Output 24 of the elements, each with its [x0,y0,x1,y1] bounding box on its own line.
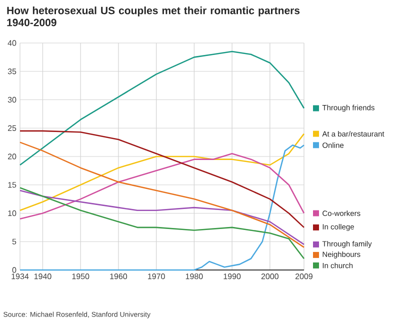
x-tick-label: 1990 [224,274,241,280]
y-tick-label: 40 [8,40,16,46]
chart-title: How heterosexual US couples met their romantic partners 1940-2009 [7,6,300,26]
y-tick-label: 30 [8,96,16,103]
x-tick-label: 2009 [296,274,312,280]
y-tick-label: 20 [8,154,16,160]
x-tick-label: 1950 [72,274,90,280]
line-series [19,50,305,166]
y-tick-label: 0 [12,267,16,273]
x-tick-label: 1980 [186,274,203,280]
y-tick-label: 10 [8,210,16,216]
line-series [19,144,305,271]
x-tick-label: 1934 [12,274,29,280]
y-tick-label: 25 [8,125,16,131]
y-tick-label: 35 [8,68,16,74]
x-tick-label: 1960 [110,274,128,280]
line-series [19,187,305,260]
y-tick-label: 5 [12,238,16,244]
x-tick-label: 1940 [34,274,52,280]
y-tick-label: 15 [8,182,16,188]
line-series [19,142,305,248]
x-tick-label: 2000 [261,274,278,280]
x-tick-label: 1970 [148,274,165,280]
line-series [19,153,305,220]
